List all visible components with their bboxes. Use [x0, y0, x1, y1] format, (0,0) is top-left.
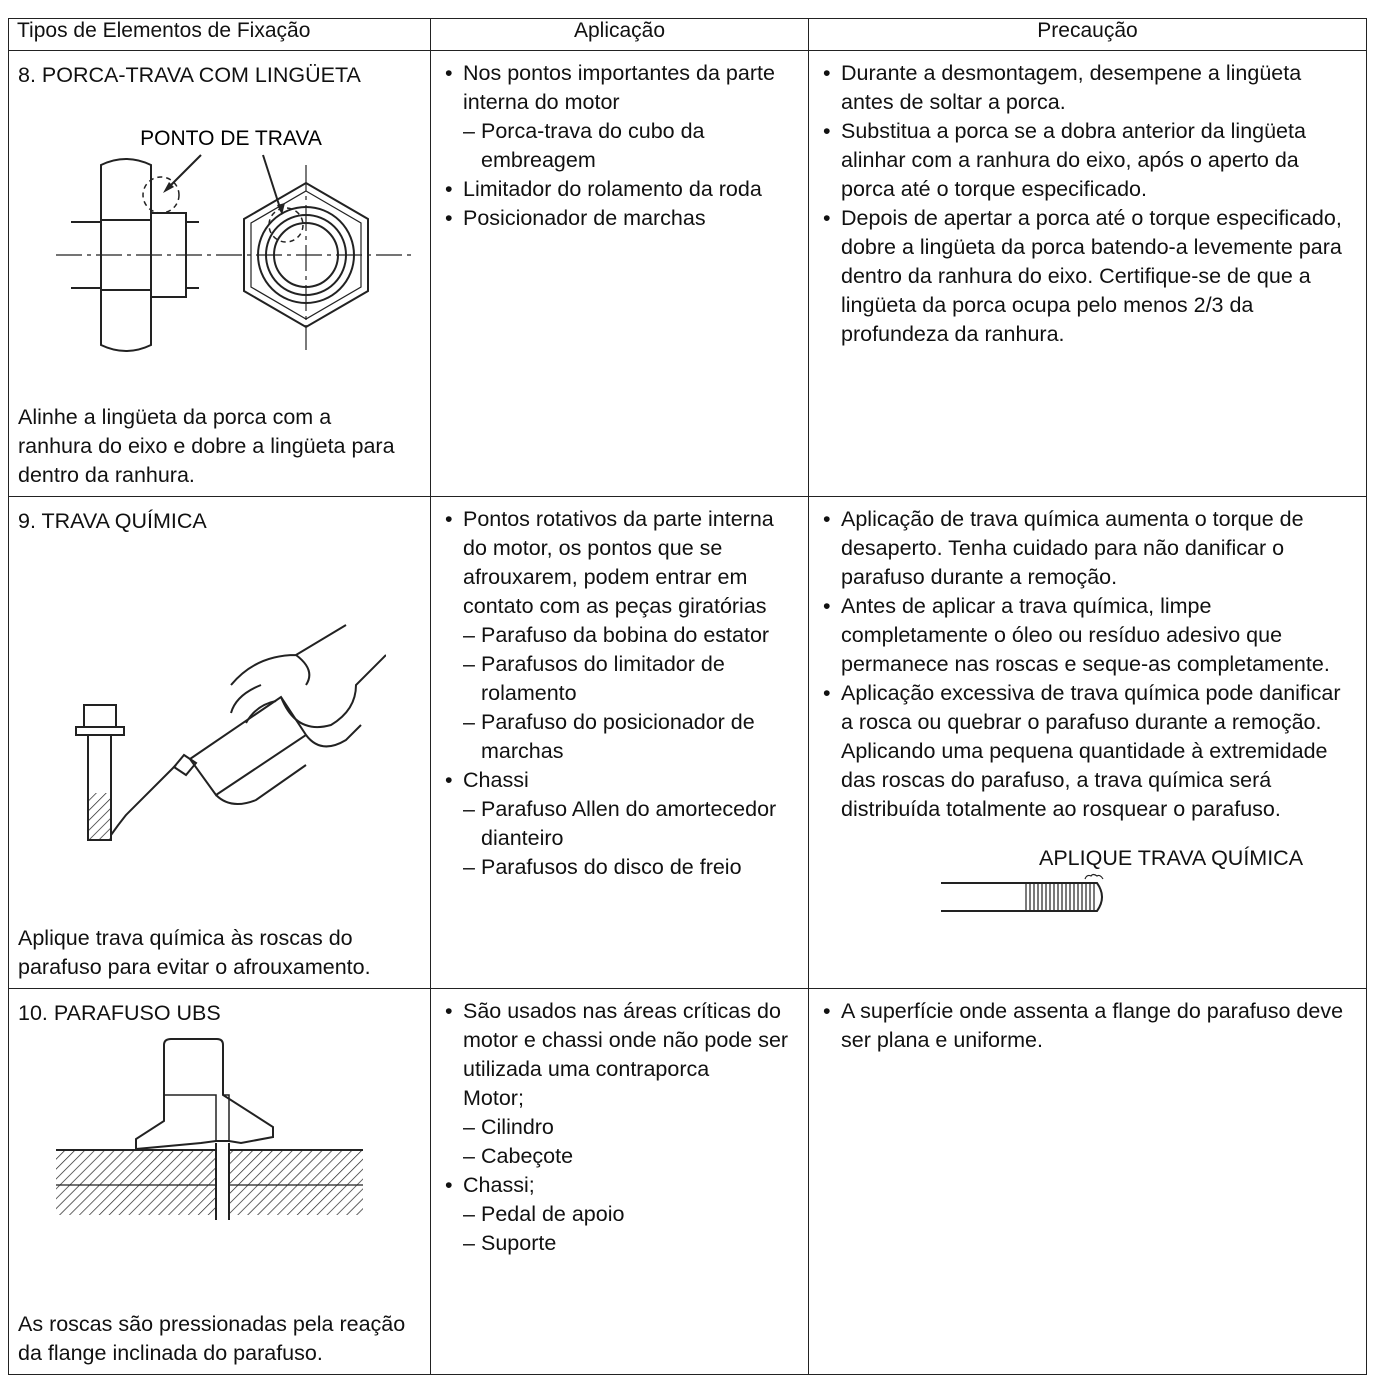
- header-cell: Aplicação: [430, 18, 809, 51]
- application-subitem: Porca-trava do cubo da embreagem: [445, 117, 794, 175]
- application-subitem: Parafusos do limitador de rolamento: [445, 650, 794, 708]
- application-list: Pontos rotativos da parte interna do mot…: [431, 497, 808, 882]
- type-caption: Alinhe a lingüeta da porca com a ranhura…: [18, 405, 395, 487]
- application-subitem: Parafuso Allen do amortecedor dianteiro: [445, 795, 794, 853]
- application-subitem: Cilindro: [445, 1113, 794, 1142]
- precaution-cell: Durante a desmontagem, desempene a lingü…: [808, 50, 1367, 497]
- application-cell: Nos pontos importantes da parte interna …: [430, 50, 809, 497]
- type-cell: 9. TRAVA QUÍMICA Aplique trava química à…: [8, 496, 431, 989]
- precaution-item: Aplicação de trava química aumenta o tor…: [823, 505, 1352, 592]
- precaution-item: Depois de apertar a porca até o torque e…: [823, 204, 1352, 349]
- header-cell: Tipos de Elementos de Fixação: [8, 18, 431, 51]
- thread-lock-figure: [75, 624, 386, 841]
- application-subitem: Parafusos do disco de freio: [445, 853, 794, 882]
- application-item: Pontos rotativos da parte interna do mot…: [445, 505, 794, 621]
- figure-label: PONTO DE TRAVA: [140, 127, 322, 150]
- header-cell: Precaução: [808, 18, 1367, 51]
- fastener-table: Tipos de Elementos de Fixação Aplicação …: [8, 18, 1367, 1375]
- table-row: 9. TRAVA QUÍMICA Aplique trava química à…: [8, 496, 1367, 989]
- precaution-list: Durante a desmontagem, desempene a lingü…: [809, 51, 1366, 349]
- application-subitem: Suporte: [445, 1229, 794, 1258]
- precaution-cell: Aplicação de trava química aumenta o tor…: [808, 496, 1367, 989]
- application-cell: Pontos rotativos da parte interna do mot…: [430, 496, 809, 989]
- application-item: Chassi: [445, 766, 794, 795]
- precaution-item: Durante a desmontagem, desempene a lingü…: [823, 59, 1352, 117]
- precaution-item: Antes de aplicar a trava química, limpe …: [823, 592, 1352, 679]
- type-title: 8. PORCA-TRAVA COM LINGÜETA: [18, 63, 361, 87]
- application-subitem: Pedal de apoio: [445, 1200, 794, 1229]
- figure-label: APLIQUE TRAVA QUÍMICA: [1039, 846, 1304, 870]
- application-list: Nos pontos importantes da parte interna …: [431, 51, 808, 233]
- application-item: Posicionador de marchas: [445, 204, 794, 233]
- application-item: Nos pontos importantes da parte interna …: [445, 59, 794, 117]
- ubs-bolt-figure: [56, 1038, 363, 1220]
- application-list: São usados nas áreas críticas do motor e…: [431, 989, 808, 1258]
- precaution-item: A superfície onde assenta a flange do pa…: [823, 997, 1352, 1055]
- precaution-list: A superfície onde assenta a flange do pa…: [809, 989, 1366, 1055]
- thread-rod-figure: [941, 873, 1104, 912]
- application-item: Chassi;: [445, 1171, 794, 1200]
- type-caption: Aplique trava química às roscas do paraf…: [18, 926, 371, 979]
- precaution-item: Substitua a porca se a dobra anterior da…: [823, 117, 1352, 204]
- type-cell: 10. PARAFUSO UBS As roscas são pressiona…: [8, 988, 431, 1375]
- application-subitem: Cabeçote: [445, 1142, 794, 1171]
- application-item: Limitador do rolamento da roda: [445, 175, 794, 204]
- table-row: 10. PARAFUSO UBS As roscas são pressiona…: [8, 988, 1367, 1375]
- type-title: 10. PARAFUSO UBS: [18, 1001, 221, 1025]
- precaution-list: Aplicação de trava química aumenta o tor…: [809, 497, 1366, 824]
- application-note: Motor;: [463, 1086, 524, 1110]
- application-subitem: Parafuso da bobina do estator: [445, 621, 794, 650]
- precaution-cell: A superfície onde assenta a flange do pa…: [808, 988, 1367, 1375]
- table-row: 8. PORCA-TRAVA COM LINGÜETA PONTO DE TRA…: [8, 50, 1367, 497]
- type-title: 9. TRAVA QUÍMICA: [18, 509, 207, 533]
- lock-nut-figure: PONTO DE TRAVA: [56, 127, 411, 352]
- application-subitem: Parafuso do posicionador de marchas: [445, 708, 794, 766]
- application-cell: São usados nas áreas críticas do motor e…: [430, 988, 809, 1375]
- precaution-item: Aplicação excessiva de trava química pod…: [823, 679, 1352, 824]
- application-item: São usados nas áreas críticas do motor e…: [445, 997, 794, 1084]
- header-row: Tipos de Elementos de Fixação Aplicação …: [8, 18, 1367, 51]
- type-caption: As roscas são pressionadas pela reação d…: [18, 1312, 406, 1365]
- type-cell: 8. PORCA-TRAVA COM LINGÜETA PONTO DE TRA…: [8, 50, 431, 497]
